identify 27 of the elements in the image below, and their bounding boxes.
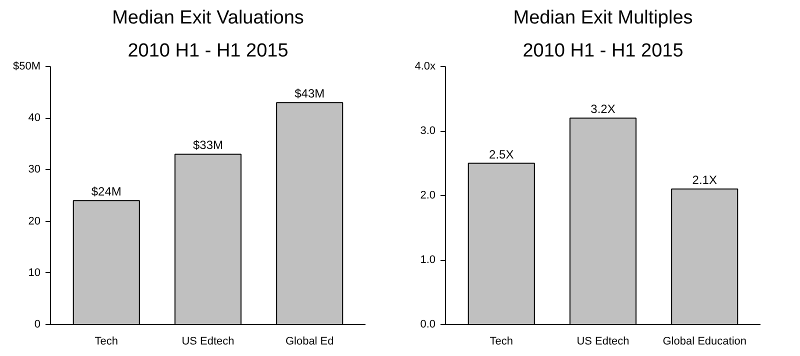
y-tick-label: 40 (28, 112, 41, 124)
data-label: $24M (91, 184, 122, 199)
y-tick-label: 2.0 (420, 190, 436, 202)
x-tick-label: Tech (490, 336, 514, 348)
y-tick-label: 1.0 (420, 254, 436, 266)
data-label: $33M (192, 138, 224, 152)
chart-title: Median Exit Valuations (112, 8, 304, 28)
x-tick-label: Global Ed (285, 336, 334, 348)
y-tick-label: 30 (28, 164, 41, 176)
x-tick-label: US Edtech (576, 336, 630, 348)
x-tick-label: US Edtech (182, 336, 234, 348)
data-label: 2.1X (692, 173, 717, 188)
y-tick-label: $50M (12, 60, 41, 72)
x-tick-label: Tech (94, 336, 118, 348)
chart-subtitle: 2010 H1 - H1 2015 (128, 40, 288, 62)
y-tick-label: 20 (28, 215, 41, 228)
data-label: 3.2X (590, 102, 616, 116)
data-label: $43M (294, 86, 325, 101)
x-tick-label: Global Education (662, 336, 747, 348)
y-tick-label: 10 (28, 266, 41, 279)
data-label: 2.5X (489, 147, 514, 162)
y-tick-label: 3.0 (420, 125, 436, 137)
chart-title: Median Exit Multiples (513, 8, 693, 28)
y-tick-label: 4.0x (414, 60, 436, 72)
chart-subtitle: 2010 H1 - H1 2015 (522, 40, 684, 62)
y-tick-label: 0 (34, 318, 41, 330)
y-tick-label: 0.0 (420, 318, 436, 330)
